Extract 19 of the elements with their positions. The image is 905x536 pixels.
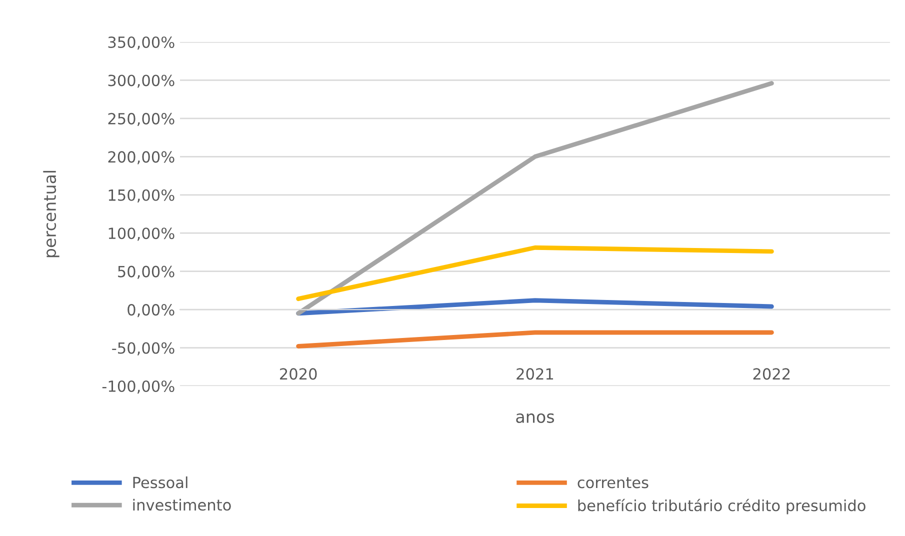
y-tick-label: -100,00% bbox=[102, 380, 174, 394]
y-tick-label: 250,00% bbox=[108, 112, 174, 126]
x-tick-label: 2020 bbox=[280, 368, 317, 380]
y-tick-label: 100,00% bbox=[108, 228, 174, 241]
y-tick-label: -50,00% bbox=[112, 342, 174, 356]
legend-label: Pessoal bbox=[133, 476, 188, 488]
y-tick-label: 350,00% bbox=[108, 36, 174, 50]
y-tick-label: 50,00% bbox=[118, 266, 174, 279]
y-tick-label: 150,00% bbox=[108, 189, 174, 202]
y-tick-label: 0,00% bbox=[128, 304, 174, 318]
y-axis-title: percentual bbox=[43, 170, 60, 258]
y-tick-label: 200,00% bbox=[108, 151, 174, 164]
legend-label: correntes bbox=[578, 477, 648, 488]
legend-label: investimento bbox=[133, 498, 231, 511]
x-axis-title: anos bbox=[516, 413, 554, 423]
x-tick-label: 2022 bbox=[753, 368, 790, 380]
y-tick-label: 300,00% bbox=[108, 74, 174, 88]
legend-label: benefício tributário crédito presumido bbox=[578, 498, 866, 514]
x-tick-label: 2021 bbox=[516, 368, 554, 380]
